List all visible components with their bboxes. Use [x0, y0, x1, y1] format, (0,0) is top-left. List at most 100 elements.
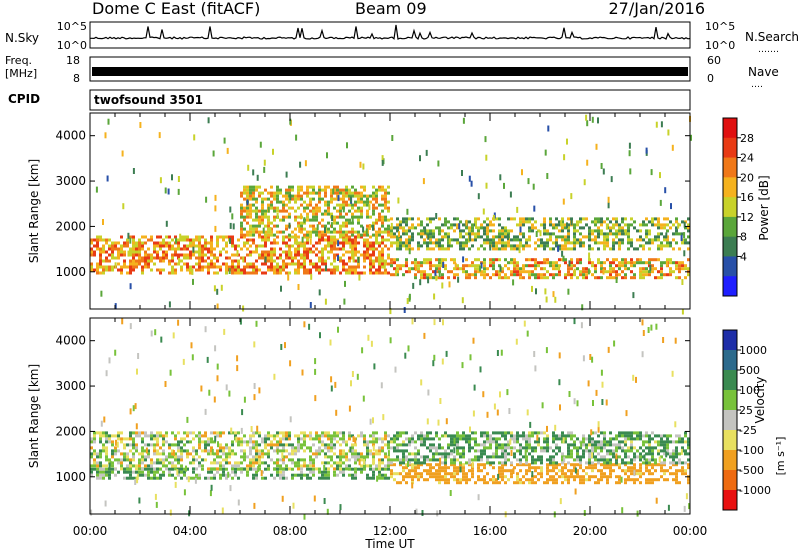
power-cell	[339, 212, 342, 216]
velocity-cell	[678, 434, 681, 438]
power-cell	[270, 200, 273, 204]
power-cell	[255, 250, 258, 254]
power-cell	[663, 217, 666, 221]
power-cell	[423, 270, 426, 274]
velocity-cell	[144, 458, 147, 462]
velocity-cell	[402, 461, 405, 465]
velocity-cell	[337, 326, 339, 333]
power-cell	[624, 261, 627, 265]
velocity-cell	[666, 449, 669, 453]
power-cell	[333, 256, 336, 260]
power-cell	[204, 238, 207, 242]
velocity-cell	[658, 456, 661, 463]
power-cell	[528, 270, 531, 274]
power-cell	[384, 268, 387, 272]
power-cell	[201, 268, 204, 272]
velocity-cell	[624, 461, 627, 465]
power-cell	[444, 235, 447, 239]
velocity-cell	[588, 434, 591, 438]
power-cell	[510, 229, 513, 233]
velocity-cell	[213, 461, 216, 465]
velocity-cell	[528, 437, 531, 441]
power-cell	[531, 226, 534, 230]
velocity-cell	[624, 455, 627, 459]
power-cell	[339, 227, 342, 231]
power-cell	[564, 226, 567, 230]
power-cell	[369, 215, 372, 219]
power-cell	[465, 244, 468, 248]
power-cell	[549, 261, 552, 265]
power-cell	[549, 238, 552, 242]
power-cell	[321, 268, 324, 272]
velocity-cell	[564, 455, 567, 459]
power-cell	[567, 273, 570, 277]
power-cell	[306, 206, 309, 210]
velocity-cell	[444, 431, 447, 435]
velocity-cell	[180, 449, 183, 453]
velocity-cell	[567, 469, 570, 473]
power-cell	[554, 296, 557, 303]
power-cell	[579, 232, 582, 236]
velocity-cell	[606, 481, 609, 485]
velocity-cell	[303, 321, 306, 328]
velocity-cell	[447, 472, 450, 476]
velocity-cell	[336, 431, 339, 435]
velocity-cell	[591, 446, 594, 450]
velocity-cell	[507, 458, 510, 462]
velocity-cell	[387, 455, 390, 459]
velocity-cell	[102, 446, 105, 450]
velocity-cell	[105, 434, 108, 438]
velocity-cell	[333, 461, 336, 465]
velocity-cell	[180, 464, 183, 468]
velocity-cell	[665, 451, 668, 458]
power-cell	[96, 235, 99, 239]
velocity-cell	[210, 484, 213, 491]
velocity-cell	[384, 476, 387, 480]
velocity-cell	[522, 455, 525, 459]
velocity-cell	[645, 466, 648, 470]
power-cell	[324, 259, 327, 263]
velocity-cell	[570, 443, 573, 447]
velocity-cell	[540, 431, 543, 435]
nave-tick-top: 60	[707, 54, 721, 67]
power-cell	[331, 215, 334, 222]
velocity-cell	[576, 449, 579, 453]
velocity-cell	[123, 458, 126, 462]
velocity-cell	[570, 455, 573, 459]
power-cell	[294, 250, 297, 254]
velocity-cell	[183, 443, 186, 447]
power-cell	[96, 265, 99, 269]
velocity-cell	[555, 478, 558, 482]
velocity-cell	[187, 476, 190, 483]
power-cell	[507, 229, 510, 233]
velocity-cell	[216, 467, 219, 471]
power-cell	[368, 204, 371, 211]
power-cell	[327, 235, 330, 239]
power-cell	[129, 259, 132, 263]
power-cell	[627, 267, 630, 271]
power-cell	[582, 244, 585, 248]
velocity-cell	[285, 431, 288, 435]
velocity-cell	[236, 355, 239, 362]
power-cell	[609, 276, 612, 280]
velocity-cell	[666, 434, 669, 438]
power-cell	[273, 250, 276, 254]
velocity-cell	[339, 470, 342, 474]
power-cell	[645, 261, 648, 265]
power-cell	[126, 265, 129, 269]
velocity-cell	[191, 354, 194, 361]
power-cell	[366, 241, 369, 245]
velocity-cell	[257, 465, 260, 472]
power-cell	[162, 253, 165, 257]
power-cell	[594, 217, 597, 221]
power-cell	[462, 241, 465, 245]
power-cell	[586, 120, 589, 127]
power-cell	[657, 235, 660, 239]
velocity-cell	[279, 470, 282, 474]
power-cell	[609, 261, 612, 265]
velocity-cell	[192, 470, 195, 474]
power-cell	[174, 262, 177, 266]
power-cell	[189, 244, 192, 248]
power-cell	[229, 206, 232, 213]
power-colorbar-swatch	[723, 137, 737, 159]
